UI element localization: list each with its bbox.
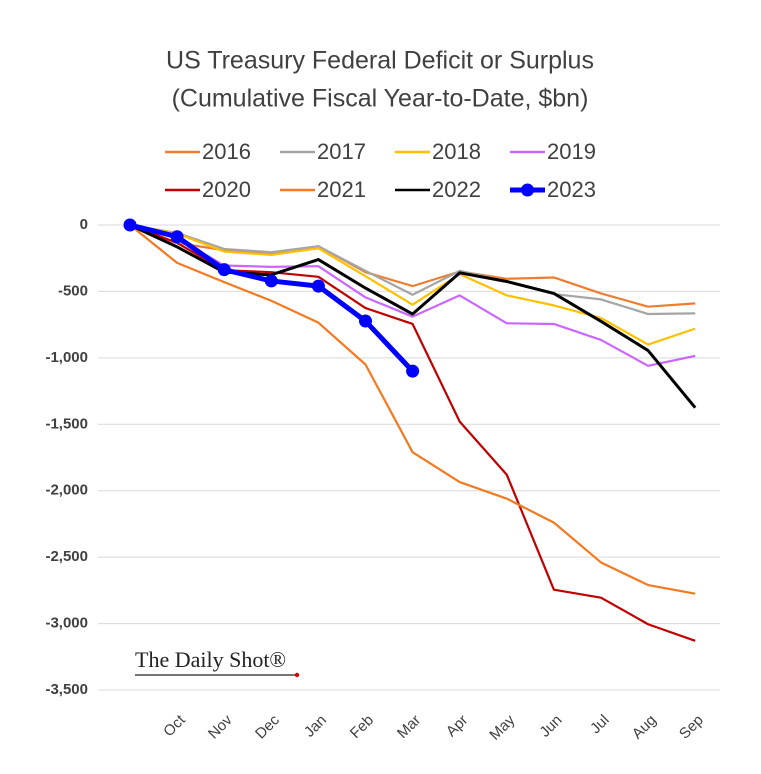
y-tick-label: -3,500 <box>45 681 88 698</box>
y-tick-label: -3,000 <box>45 615 88 632</box>
x-tick-label: Feb <box>347 712 377 742</box>
legend-label: 2022 <box>432 177 481 202</box>
plot <box>123 218 697 642</box>
x-tick-label: Sep <box>676 712 707 743</box>
legend-label: 2016 <box>202 139 251 164</box>
y-tick-label: -1,000 <box>45 349 88 366</box>
x-tick-label: Nov <box>205 711 236 742</box>
chart-title: US Treasury Federal Deficit or Surplus <box>166 47 594 75</box>
series-line <box>129 223 696 316</box>
legend-label: 2017 <box>317 139 366 164</box>
x-tick-label: Jan <box>301 712 330 741</box>
data-point <box>311 279 325 293</box>
y-tick-label: -1,500 <box>45 415 88 432</box>
x-tick-label: May <box>486 711 518 743</box>
x-tick-label: Dec <box>252 711 283 742</box>
data-point <box>264 274 278 288</box>
y-tick-label: -2,000 <box>45 482 88 499</box>
watermark: The Daily Shot® <box>135 647 286 672</box>
legend-label: 2021 <box>317 177 366 202</box>
chart-subtitle: (Cumulative Fiscal Year-to-Date, $bn) <box>172 85 589 113</box>
series-line <box>129 223 696 308</box>
data-point <box>359 314 372 328</box>
legend-label: 2020 <box>202 177 251 202</box>
x-tick-label: Mar <box>394 712 424 742</box>
series-line <box>129 223 696 346</box>
x-tick-label: Oct <box>160 711 189 740</box>
x-tick-label: Aug <box>629 712 660 743</box>
series-line <box>129 224 696 595</box>
data-point <box>123 218 137 232</box>
y-tick-label: -500 <box>58 282 88 299</box>
y-tick-label: -2,500 <box>45 548 88 565</box>
x-tick-label: Jul <box>587 712 613 738</box>
legend: 2016 2017 2018 2019 2020 2021 2022 2023 <box>165 139 596 202</box>
data-point <box>217 263 231 277</box>
legend-label: 2019 <box>547 139 596 164</box>
data-point <box>170 230 184 244</box>
series-line <box>129 222 415 373</box>
legend-marker <box>521 183 534 197</box>
x-tick-label: Apr <box>443 712 472 741</box>
y-tick-label: 0 <box>80 216 88 233</box>
x-tick-label: Jun <box>536 712 565 741</box>
data-point <box>406 364 420 378</box>
series-line <box>129 223 696 642</box>
watermark-dot <box>294 672 300 678</box>
legend-label: 2023 <box>547 177 596 202</box>
legend-label: 2018 <box>432 139 481 164</box>
